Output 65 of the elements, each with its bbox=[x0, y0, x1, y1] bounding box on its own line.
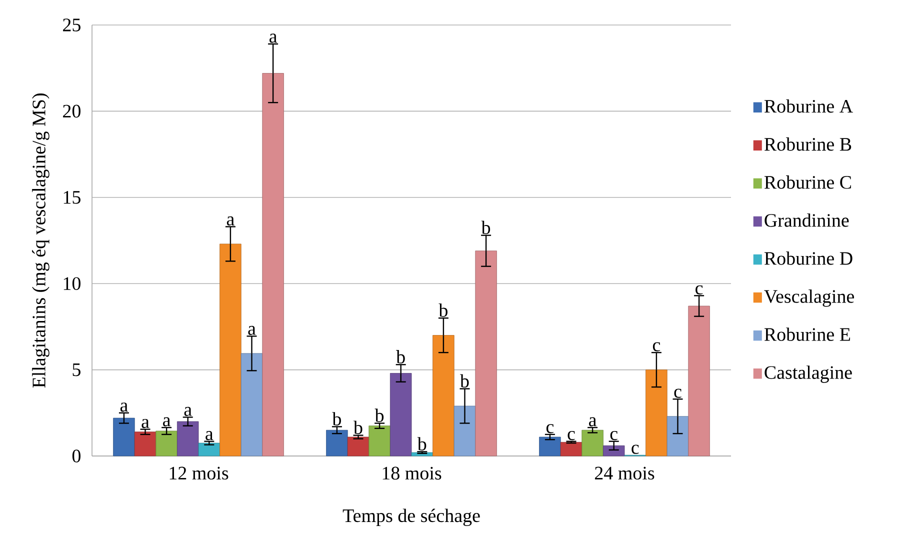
annotation: a bbox=[206, 431, 214, 440]
annotation: b bbox=[481, 220, 490, 234]
y-tick-label: 15 bbox=[64, 191, 80, 204]
bar bbox=[688, 306, 710, 456]
x-axis-title: Temps de séchage bbox=[342, 508, 480, 526]
annotation: b bbox=[460, 374, 469, 388]
bar bbox=[390, 373, 412, 456]
legend-label: Roburine C bbox=[764, 175, 851, 189]
bar bbox=[198, 442, 220, 456]
legend-label: Roburine D bbox=[764, 252, 852, 265]
bar bbox=[560, 442, 582, 456]
bar bbox=[539, 436, 561, 456]
bar bbox=[582, 430, 604, 456]
bar bbox=[262, 73, 284, 456]
y-tick-label: 25 bbox=[63, 18, 80, 32]
bar bbox=[220, 244, 242, 456]
annotation: a bbox=[142, 418, 150, 428]
bar bbox=[134, 432, 156, 456]
x-tick-label: 18 mois bbox=[382, 466, 442, 480]
annotation: a bbox=[184, 406, 192, 416]
bar bbox=[347, 436, 370, 456]
legend-label: Roburine E bbox=[764, 328, 850, 341]
annotation: c bbox=[652, 342, 660, 352]
legend-label: Castalagine bbox=[764, 366, 852, 383]
annotation: c bbox=[546, 424, 554, 434]
annotation: c bbox=[632, 444, 639, 454]
annotation: a bbox=[120, 402, 128, 412]
y-tick-label: 0 bbox=[72, 450, 80, 462]
annotation: c bbox=[610, 430, 618, 440]
annotation: b bbox=[438, 304, 448, 317]
annotation: b bbox=[354, 420, 362, 434]
bar bbox=[368, 426, 390, 456]
bar bbox=[156, 430, 178, 456]
bar bbox=[113, 418, 135, 456]
legend-label: Vescalagine bbox=[764, 290, 854, 307]
legend-label: Roburine B bbox=[764, 137, 852, 151]
bar bbox=[666, 416, 689, 456]
bar bbox=[240, 353, 263, 456]
y-tick-label: 5 bbox=[72, 363, 80, 376]
x-tick-label: 12 mois bbox=[170, 466, 228, 480]
annotation: b bbox=[417, 437, 426, 450]
bar bbox=[602, 445, 625, 456]
annotation: a bbox=[163, 417, 171, 426]
bar bbox=[475, 250, 497, 456]
annotation: a bbox=[226, 216, 234, 226]
x-tick-label: 24 mois bbox=[594, 466, 654, 480]
y-tick-label: 10 bbox=[64, 277, 80, 290]
annotation: b bbox=[374, 408, 384, 422]
annotation: a bbox=[589, 417, 596, 426]
bar bbox=[177, 421, 199, 456]
annotation: b bbox=[332, 412, 341, 426]
y-tick-label: 20 bbox=[63, 104, 80, 118]
bar bbox=[432, 335, 454, 456]
annotation: b bbox=[396, 350, 405, 364]
annotation: c bbox=[568, 430, 575, 440]
annotation: c bbox=[674, 388, 682, 398]
bar bbox=[326, 430, 348, 456]
annotation: c bbox=[696, 285, 703, 294]
legend-label: Grandinine bbox=[764, 213, 849, 227]
annotation: a bbox=[248, 326, 256, 335]
bar bbox=[454, 406, 476, 456]
legend-label: Roburine A bbox=[764, 99, 853, 113]
y-axis-title: Ellagitanins (mg éq vescalagine/g MS) bbox=[32, 94, 50, 388]
bar bbox=[646, 370, 668, 456]
annotation: a bbox=[270, 34, 278, 43]
